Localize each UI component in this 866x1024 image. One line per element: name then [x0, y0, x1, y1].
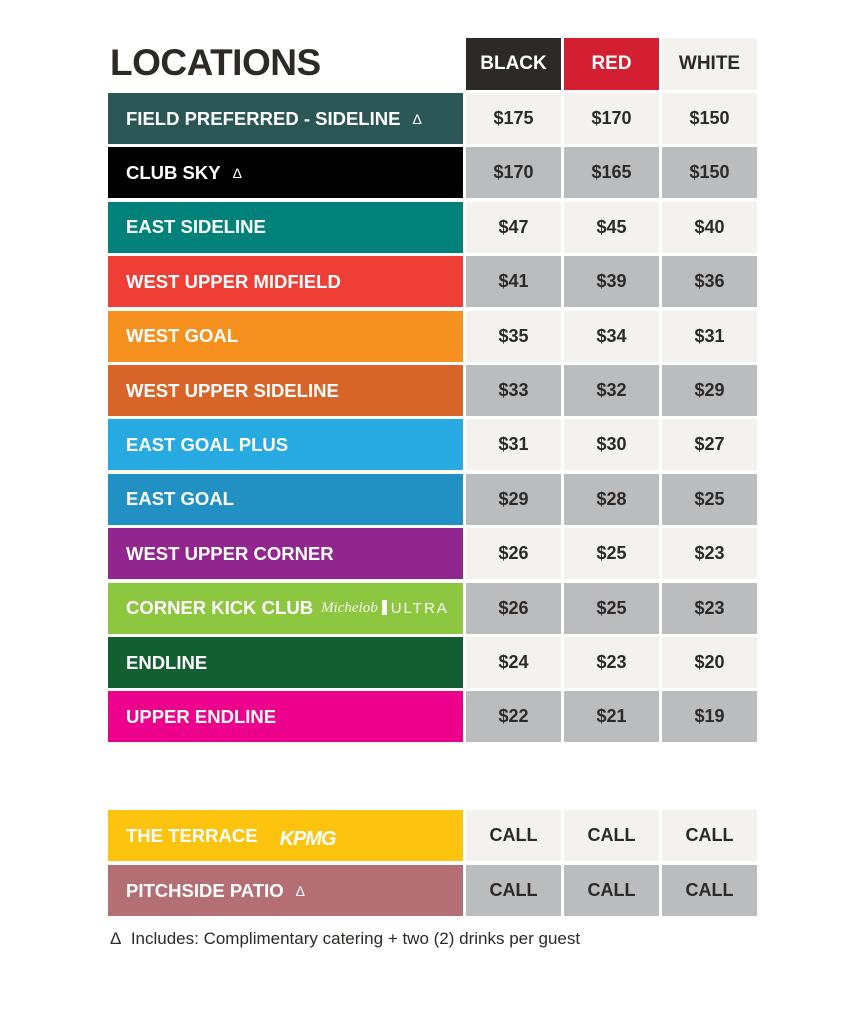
location-label: CORNER KICK CLUB Michelob ULTRA: [108, 582, 463, 634]
tier-header-black: BLACK: [466, 38, 561, 90]
table-row: PITCHSIDE PATIO Δ CALL CALL CALL: [108, 865, 758, 916]
location-label: WEST UPPER MIDFIELD: [108, 256, 463, 308]
table-row: UPPER ENDLINE $22 $21 $19: [108, 691, 758, 743]
location-name: WEST UPPER CORNER: [126, 542, 334, 564]
price-black: $26: [466, 528, 561, 580]
location-label: WEST GOAL: [108, 310, 463, 362]
price-black: $33: [466, 365, 561, 416]
delta-icon: Δ: [412, 110, 422, 127]
table-row: WEST UPPER CORNER $26 $25 $23: [108, 528, 758, 580]
price-red: $34: [564, 310, 659, 362]
location-name: PITCHSIDE PATIO: [126, 879, 284, 901]
price-black: $24: [466, 637, 561, 688]
kpmg-logo: KPMG: [279, 828, 337, 850]
price-white: $31: [662, 310, 757, 362]
location-label: WEST UPPER CORNER: [108, 528, 463, 580]
price-white: $150: [662, 93, 757, 144]
price-red: $170: [564, 93, 659, 144]
footnote-text: Includes: Complimentary catering + two (…: [130, 929, 581, 948]
footnote: Δ Includes: Complimentary catering + two…: [110, 929, 580, 949]
location-name: WEST UPPER SIDELINE: [126, 379, 339, 401]
location-label: EAST GOAL: [108, 473, 463, 525]
location-label: WEST UPPER SIDELINE: [108, 365, 463, 416]
price-black: $31: [466, 419, 561, 471]
price-white: CALL: [662, 810, 757, 861]
price-red: CALL: [564, 865, 659, 916]
table-row: WEST GOAL $35 $34 $31: [108, 310, 758, 362]
price-black: $170: [466, 147, 561, 199]
location-name: CLUB SKY: [126, 161, 221, 183]
price-red: $30: [564, 419, 659, 471]
delta-icon: Δ: [232, 164, 242, 181]
location-name: FIELD PREFERRED - SIDELINE: [126, 107, 401, 129]
price-black: $41: [466, 256, 561, 308]
price-black: $22: [466, 691, 561, 743]
price-red: $32: [564, 365, 659, 416]
price-black: CALL: [466, 810, 561, 861]
location-label: ENDLINE: [108, 637, 463, 688]
price-red: CALL: [564, 810, 659, 861]
table-row: EAST GOAL $29 $28 $25: [108, 473, 758, 525]
price-black: CALL: [466, 865, 561, 916]
price-white: $29: [662, 365, 757, 416]
page-title: LOCATIONS: [110, 42, 321, 83]
price-white: $36: [662, 256, 757, 308]
delta-icon: Δ: [295, 882, 305, 899]
table-row: EAST SIDELINE $47 $45 $40: [108, 201, 758, 253]
price-white: $23: [662, 582, 757, 634]
price-black: $26: [466, 582, 561, 634]
location-name: EAST SIDELINE: [126, 216, 266, 238]
table-row: CORNER KICK CLUB Michelob ULTRA $26 $25 $23: [108, 582, 758, 634]
ultra-logo: ULTRA: [382, 600, 449, 617]
price-red: $28: [564, 473, 659, 525]
michelob-logo: Michelob: [321, 599, 378, 616]
price-white: $20: [662, 637, 757, 688]
location-label: UPPER ENDLINE: [108, 691, 463, 743]
table-row: CLUB SKY Δ $170 $165 $150: [108, 147, 758, 199]
price-red: $165: [564, 147, 659, 199]
location-name: THE TERRACE: [126, 824, 258, 846]
location-name: EAST GOAL PLUS: [126, 433, 289, 455]
location-name: CORNER KICK CLUB: [126, 597, 314, 619]
price-white: $19: [662, 691, 757, 743]
price-red: $23: [564, 637, 659, 688]
delta-icon: Δ: [110, 929, 122, 948]
location-label: PITCHSIDE PATIO Δ: [108, 865, 463, 916]
price-red: $25: [564, 582, 659, 634]
table-row: WEST UPPER MIDFIELD $41 $39 $36: [108, 256, 758, 308]
price-red: $25: [564, 528, 659, 580]
price-black: $175: [466, 93, 561, 144]
location-name: WEST GOAL: [126, 325, 239, 347]
location-label: EAST SIDELINE: [108, 201, 463, 253]
price-black: $35: [466, 310, 561, 362]
price-white: $25: [662, 473, 757, 525]
table-row: EAST GOAL PLUS $31 $30 $27: [108, 419, 758, 471]
price-white: $27: [662, 419, 757, 471]
price-red: $21: [564, 691, 659, 743]
location-label: FIELD PREFERRED - SIDELINE Δ: [108, 93, 463, 144]
table-row: ENDLINE $24 $23 $20: [108, 637, 758, 688]
location-name: UPPER ENDLINE: [126, 705, 277, 727]
price-white: $23: [662, 528, 757, 580]
location-label: EAST GOAL PLUS: [108, 419, 463, 471]
price-red: $45: [564, 201, 659, 253]
location-label: CLUB SKY Δ: [108, 147, 463, 199]
price-red: $39: [564, 256, 659, 308]
location-label: THE TERRACE KPMG: [108, 810, 463, 861]
price-white: $150: [662, 147, 757, 199]
table-row: THE TERRACE KPMG CALL CALL CALL: [108, 810, 758, 861]
table-row: WEST UPPER SIDELINE $33 $32 $29: [108, 365, 758, 416]
price-black: $29: [466, 473, 561, 525]
location-name: ENDLINE: [126, 651, 208, 673]
price-black: $47: [466, 201, 561, 253]
location-name: WEST UPPER MIDFIELD: [126, 270, 341, 292]
price-white: $40: [662, 201, 757, 253]
price-white: CALL: [662, 865, 757, 916]
location-name: EAST GOAL: [126, 488, 234, 510]
table-row: FIELD PREFERRED - SIDELINE Δ $175 $170 $150: [108, 93, 758, 144]
tier-header-red: RED: [564, 38, 659, 90]
tier-header-white: WHITE: [662, 38, 757, 90]
